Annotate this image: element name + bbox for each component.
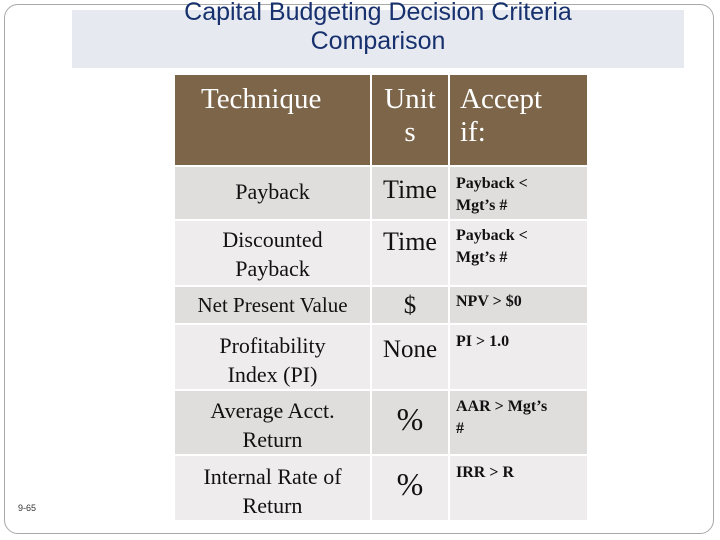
technique-cell: Average Acct. Return (175, 390, 372, 455)
table-row: Profitability Index (PI) None PI > 1.0 (175, 324, 587, 390)
unit-cell: $ (371, 286, 450, 324)
table-row: Internal Rate of Return % IRR > R (175, 455, 587, 520)
accept-cell: Payback < Mgt’s # (449, 220, 587, 286)
slide-number: 9-65 (18, 503, 37, 513)
unit-cell: Time (371, 220, 450, 286)
technique-cell: Net Present Value (175, 286, 372, 324)
technique-cell: Payback (175, 166, 372, 220)
unit-cell: % (371, 390, 450, 455)
accept-cell: AAR > Mgt’s # (449, 390, 587, 455)
header-accept-if: Accept if: (449, 75, 587, 166)
header-row: Technique Unit s Accept if: (175, 75, 587, 166)
header-technique: Technique (175, 75, 372, 166)
table-row: Payback Time Payback < Mgt’s # (175, 166, 587, 220)
table-row: Average Acct. Return % AAR > Mgt’s # (175, 390, 587, 455)
table-row: Net Present Value $ NPV > $0 (175, 286, 587, 324)
accept-cell: NPV > $0 (449, 286, 587, 324)
technique-cell: Internal Rate of Return (175, 455, 372, 520)
technique-cell: Discounted Payback (175, 220, 372, 286)
accept-cell: Payback < Mgt’s # (449, 166, 587, 220)
unit-cell: Time (371, 166, 450, 220)
title-background (72, 10, 684, 68)
criteria-table: Technique Unit s Accept if: Payback Time… (175, 75, 587, 520)
accept-cell: IRR > R (449, 455, 587, 520)
slide-title: Capital Budgeting Decision Criteria Comp… (184, 0, 572, 55)
slide-frame (4, 4, 714, 534)
table-row: Discounted Payback Time Payback < Mgt’s … (175, 220, 587, 286)
accept-cell: PI > 1.0 (449, 324, 587, 390)
technique-cell: Profitability Index (PI) (175, 324, 372, 390)
unit-cell: None (371, 324, 450, 390)
unit-cell: % (371, 455, 450, 520)
header-units: Unit s (371, 75, 450, 166)
